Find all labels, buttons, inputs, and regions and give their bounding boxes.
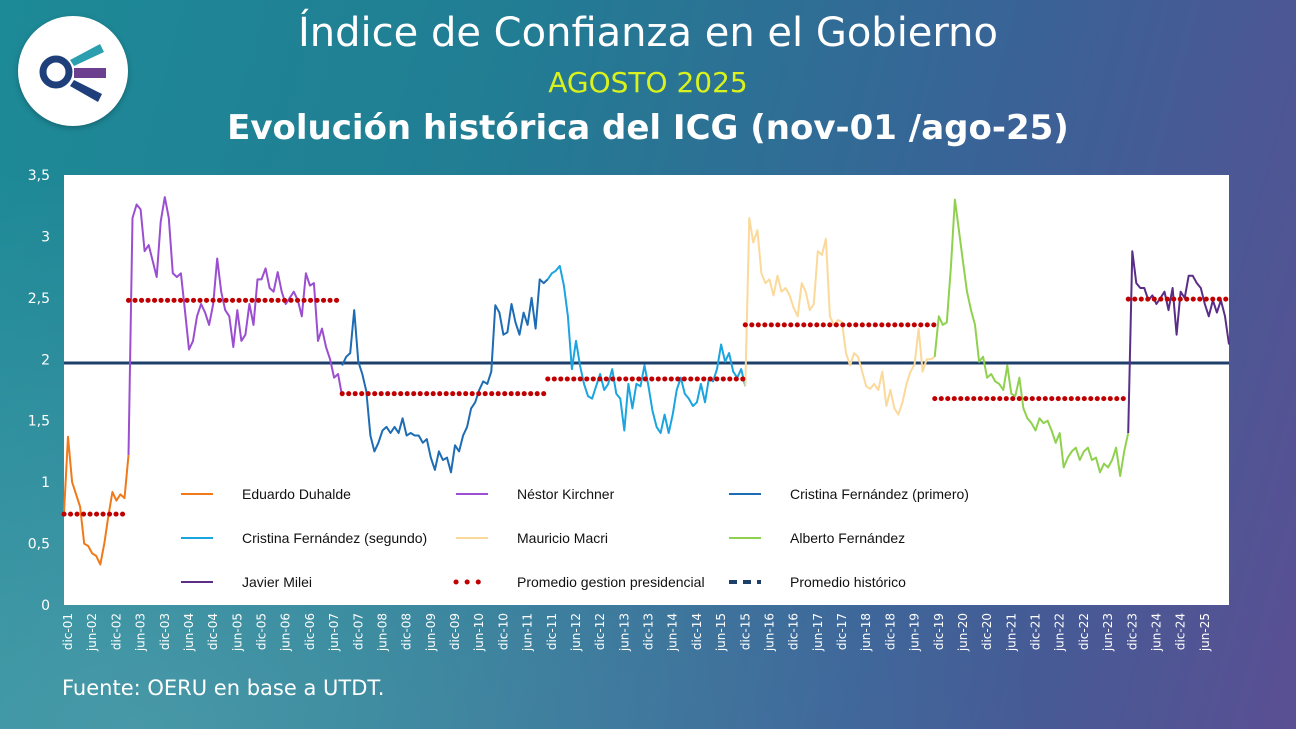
legend-label-alberto-fernandez: Alberto Fernández bbox=[790, 530, 905, 546]
series-line-cristina-fernandez-segundo bbox=[546, 264, 747, 434]
chart-heading: Evolución histórica del ICG (nov-01 /ago… bbox=[227, 108, 1069, 148]
x-tick-label: jun-09 bbox=[424, 613, 438, 652]
x-tick-label: dic-09 bbox=[448, 613, 462, 650]
series-line-nestor-kirchner bbox=[127, 196, 344, 456]
y-tick-label: 0,5 bbox=[28, 537, 50, 553]
x-tick-label: dic-03 bbox=[158, 613, 172, 650]
x-tick-label: jun-05 bbox=[230, 613, 244, 652]
page-title: Índice de Confianza en el Gobierno bbox=[298, 10, 998, 56]
x-tick-label: dic-08 bbox=[400, 613, 414, 650]
oeru-logo-icon bbox=[39, 44, 106, 102]
x-tick-label: jun-22 bbox=[1053, 613, 1067, 652]
series-line-cristina-fernandez-primero bbox=[341, 278, 549, 474]
x-tick-label: dic-16 bbox=[787, 613, 801, 650]
y-tick-label: 3 bbox=[41, 229, 50, 245]
legend-label-promedio-gestion-presidencial: Promedio gestion presidencial bbox=[517, 574, 705, 590]
x-tick-label: jun-06 bbox=[279, 613, 293, 652]
x-tick-label: dic-21 bbox=[1029, 613, 1043, 650]
x-tick-label: jun-15 bbox=[714, 613, 728, 652]
y-tick-label: 0 bbox=[41, 598, 50, 614]
source-note: Fuente: OERU en base a UTDT. bbox=[62, 676, 385, 700]
logo bbox=[18, 16, 128, 126]
legend-label-nestor-kirchner: Néstor Kirchner bbox=[517, 486, 615, 502]
legend-label-eduardo-duhalde: Eduardo Duhalde bbox=[242, 486, 351, 502]
x-tick-label: jun-20 bbox=[956, 613, 970, 652]
y-tick-label: 2,5 bbox=[28, 291, 50, 307]
legend-label-cristina-fernandez-segundo: Cristina Fernández (segundo) bbox=[242, 530, 427, 546]
icg-line-chart: 0 0,5 1 1,5 2 2,5 3 3,5 dic-01 jun-02 dic-02 jun-03… bbox=[28, 168, 1232, 652]
x-tick-label: dic-17 bbox=[835, 613, 849, 650]
chart-area bbox=[64, 175, 1229, 605]
x-tick-label: dic-07 bbox=[351, 613, 365, 650]
x-tick-label: dic-20 bbox=[980, 613, 994, 650]
legend-label-promedio-historico: Promedio histórico bbox=[790, 574, 906, 590]
series-line-mauricio-macri bbox=[744, 217, 936, 416]
x-tick-label: jun-10 bbox=[472, 613, 486, 652]
x-tick-label: dic-10 bbox=[496, 613, 510, 650]
x-tick-label: jun-19 bbox=[908, 613, 922, 652]
x-tick-label: jun-02 bbox=[85, 613, 99, 652]
x-tick-label: jun-17 bbox=[811, 613, 825, 652]
x-tick-label: dic-12 bbox=[593, 613, 607, 650]
x-tick-label: dic-01 bbox=[61, 613, 75, 650]
x-tick-label: jun-08 bbox=[375, 613, 389, 652]
legend-label-mauricio-macri: Mauricio Macri bbox=[517, 530, 608, 546]
y-tick-label: 3,5 bbox=[28, 168, 50, 184]
x-tick-label: dic-05 bbox=[255, 613, 269, 650]
x-tick-label: jun-13 bbox=[617, 613, 631, 652]
x-tick-label: dic-14 bbox=[690, 613, 704, 650]
x-tick-label: dic-04 bbox=[206, 613, 220, 650]
x-tick-label: jun-24 bbox=[1149, 613, 1163, 652]
x-tick-label: jun-07 bbox=[327, 613, 341, 652]
x-tick-label: dic-15 bbox=[738, 613, 752, 650]
x-tick-label: jun-16 bbox=[762, 613, 776, 652]
series-line-eduardo-duhalde bbox=[63, 435, 130, 566]
page-subtitle: AGOSTO 2025 bbox=[548, 66, 748, 99]
x-tick-label: dic-11 bbox=[545, 613, 559, 650]
x-tick-label: jun-03 bbox=[134, 613, 148, 652]
x-tick-label: dic-22 bbox=[1077, 613, 1091, 650]
series-line-alberto-fernandez bbox=[933, 198, 1130, 477]
x-tick-label: jun-14 bbox=[666, 613, 680, 652]
x-tick-label: dic-19 bbox=[932, 613, 946, 650]
x-tick-label: jun-23 bbox=[1101, 613, 1115, 652]
legend-label-javier-milei: Javier Milei bbox=[242, 574, 312, 590]
x-tick-label: dic-02 bbox=[109, 613, 123, 650]
x-tick-label: jun-18 bbox=[859, 613, 873, 652]
x-tick-label: jun-12 bbox=[569, 613, 583, 652]
x-tick-label: jun-04 bbox=[182, 613, 196, 652]
x-tick-label: jun-25 bbox=[1198, 613, 1212, 652]
series-line-javier-milei bbox=[1127, 250, 1230, 434]
y-tick-label: 1 bbox=[41, 475, 50, 491]
x-tick-label: jun-21 bbox=[1004, 613, 1018, 652]
x-tick-label: dic-24 bbox=[1174, 613, 1188, 650]
legend-label-cristina-fernandez-primero: Cristina Fernández (primero) bbox=[790, 486, 969, 502]
x-tick-label: dic-23 bbox=[1125, 613, 1139, 650]
y-tick-label: 1,5 bbox=[28, 414, 50, 430]
x-tick-label: dic-06 bbox=[303, 613, 317, 650]
x-tick-label: dic-18 bbox=[883, 613, 897, 650]
x-tick-label: dic-13 bbox=[642, 613, 656, 650]
x-tick-label: jun-11 bbox=[521, 613, 535, 652]
y-tick-label: 2 bbox=[41, 352, 50, 368]
